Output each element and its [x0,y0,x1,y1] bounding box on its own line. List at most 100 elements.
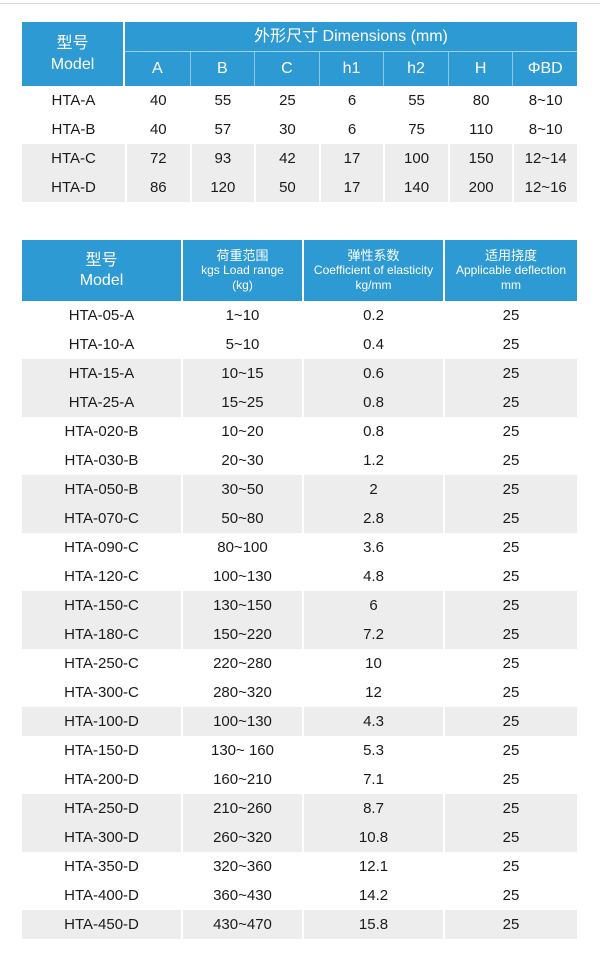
cell-coefficient: 10.8 [302,823,443,852]
cell-model: HTA-180-C [22,620,181,649]
cell-coefficient: 0.8 [302,388,443,417]
cell-load-range: 210~260 [181,794,302,823]
spec-header-load-zh: 荷重范围 [216,248,269,263]
spec-table-row: HTA-120-C 100~130 4.8 25 [22,562,577,591]
cell-C: 42 [254,144,319,173]
cell-H: 150 [447,144,513,173]
cell-H: 80 [447,86,513,115]
cell-model: HTA-120-C [64,568,139,585]
col-header-phiBD: ΦBD [512,52,577,86]
cell-B: 57 [189,115,255,144]
cell-model: HTA-B [51,121,96,138]
cell-model: HTA-400-D [64,887,139,904]
dimensions-model-header-cell: 型号 Model [22,22,125,86]
cell-load-range: 130~ 160 [181,736,302,765]
cell-model: HTA-05-A [68,307,135,324]
col-header-h2: h2 [383,52,448,86]
cell-h1: 17 [318,173,384,202]
cell-model: HTA-450-D [22,910,181,939]
col-header-B: B [189,52,255,86]
col-header-h1: h1 [318,52,384,86]
cell-coefficient: 4.8 [302,562,443,591]
cell-phiBD: 12~14 [512,144,577,173]
cell-coefficient: 12.1 [302,852,443,881]
cell-coefficient: 6 [302,591,443,620]
spec-table-row: HTA-030-B 20~30 1.2 25 [22,446,577,475]
cell-model: HTA-200-D [64,771,139,788]
cell-load-range: 15~25 [181,388,302,417]
cell-deflection: 25 [443,330,577,359]
cell-coefficient: 5.3 [302,736,443,765]
cell-load-range: 160~210 [181,765,302,794]
cell-coefficient: 0.4 [302,330,443,359]
cell-h2: 100 [383,144,448,173]
cell-model: HTA-10-A [68,336,135,353]
cell-deflection: 25 [443,417,577,446]
cell-B: 120 [189,173,255,202]
cell-load-range: 5~10 [181,330,302,359]
cell-coefficient: 3.6 [302,533,443,562]
cell-load-range: 1~10 [181,301,302,330]
spec-table-row: HTA-10-A 5~10 0.4 25 [22,330,577,359]
col-header-C: C [254,52,319,86]
model-header-en: Model [50,56,95,73]
cell-model: HTA-25-A [22,388,181,417]
cell-deflection: 25 [443,475,577,504]
cell-model: HTA-150-C [22,591,181,620]
dimensions-table: 型号 Model 外形尺寸 Dimensions (mm) A B C h1 h… [22,22,577,202]
cell-deflection: 25 [443,736,577,765]
spec-header-coefficient: 弹性系数 Coefficient of elasticity kg/mm [302,240,443,301]
cell-deflection: 25 [443,881,577,910]
cell-load-range: 130~150 [181,591,302,620]
spec-table-row: HTA-100-D 100~130 4.3 25 [22,707,577,736]
spec-header-model-zh: 型号 [85,251,118,269]
dimensions-table-row: HTA-B 40 57 30 6 75 110 8~10 [22,115,577,144]
spec-header-coef-zh: 弹性系数 [347,248,400,263]
cell-load-range: 10~20 [181,417,302,446]
cell-load-range: 430~470 [181,910,302,939]
cell-A: 86 [125,173,190,202]
cell-load-range: 30~50 [181,475,302,504]
cell-B: 93 [189,144,255,173]
cell-load-range: 10~15 [181,359,302,388]
spec-table-header: 型号 Model 荷重范围 kgs Load range (kg) 弹性系数 C… [22,240,577,301]
cell-coefficient: 15.8 [302,910,443,939]
spec-table-row: HTA-15-A 10~15 0.6 25 [22,359,577,388]
cell-model: HTA-300-C [64,684,139,701]
cell-deflection: 25 [443,649,577,678]
cell-deflection: 25 [443,765,577,794]
cell-coefficient: 7.2 [302,620,443,649]
spec-header-defl-en: Applicable deflection [455,263,567,277]
cell-A: 72 [125,144,190,173]
dimensions-subheader-row: A B C h1 h2 H ΦBD [125,52,577,86]
cell-A: 40 [125,86,190,115]
dimensions-table-row: HTA-C 72 93 42 17 100 150 12~14 [22,144,577,173]
spec-table-row: HTA-400-D 360~430 14.2 25 [22,881,577,910]
spec-table: 型号 Model 荷重范围 kgs Load range (kg) 弹性系数 C… [22,240,577,939]
cell-coefficient: 2 [302,475,443,504]
cell-deflection: 25 [443,562,577,591]
cell-coefficient: 0.6 [302,359,443,388]
cell-model: HTA-15-A [22,359,181,388]
cell-model: HTA-020-B [64,423,139,440]
spec-table-row: HTA-300-D 260~320 10.8 25 [22,823,577,852]
cell-deflection: 25 [443,678,577,707]
cell-deflection: 25 [443,533,577,562]
spec-table-row: HTA-25-A 15~25 0.8 25 [22,388,577,417]
spec-header-defl-zh: 适用挠度 [484,248,537,263]
spec-header-load-range: 荷重范围 kgs Load range (kg) [181,240,302,301]
cell-deflection: 25 [443,591,577,620]
dimensions-header-right: 外形尺寸 Dimensions (mm) A B C h1 h2 H ΦBD [125,22,577,86]
dimensions-group-header: 外形尺寸 Dimensions (mm) [125,22,577,52]
cell-H: 200 [447,173,513,202]
cell-model: HTA-D [22,173,125,202]
spec-header-coef-unit: kg/mm [355,278,392,292]
spec-table-row: HTA-020-B 10~20 0.8 25 [22,417,577,446]
cell-C: 25 [254,86,319,115]
spec-header-load-en: kgs Load range [201,263,284,277]
col-header-H: H [447,52,513,86]
cell-load-range: 100~130 [181,562,302,591]
spec-table-row: HTA-450-D 430~470 15.8 25 [22,910,577,939]
spec-header-coef-en: Coefficient of elasticity [313,263,434,277]
cell-load-range: 260~320 [181,823,302,852]
